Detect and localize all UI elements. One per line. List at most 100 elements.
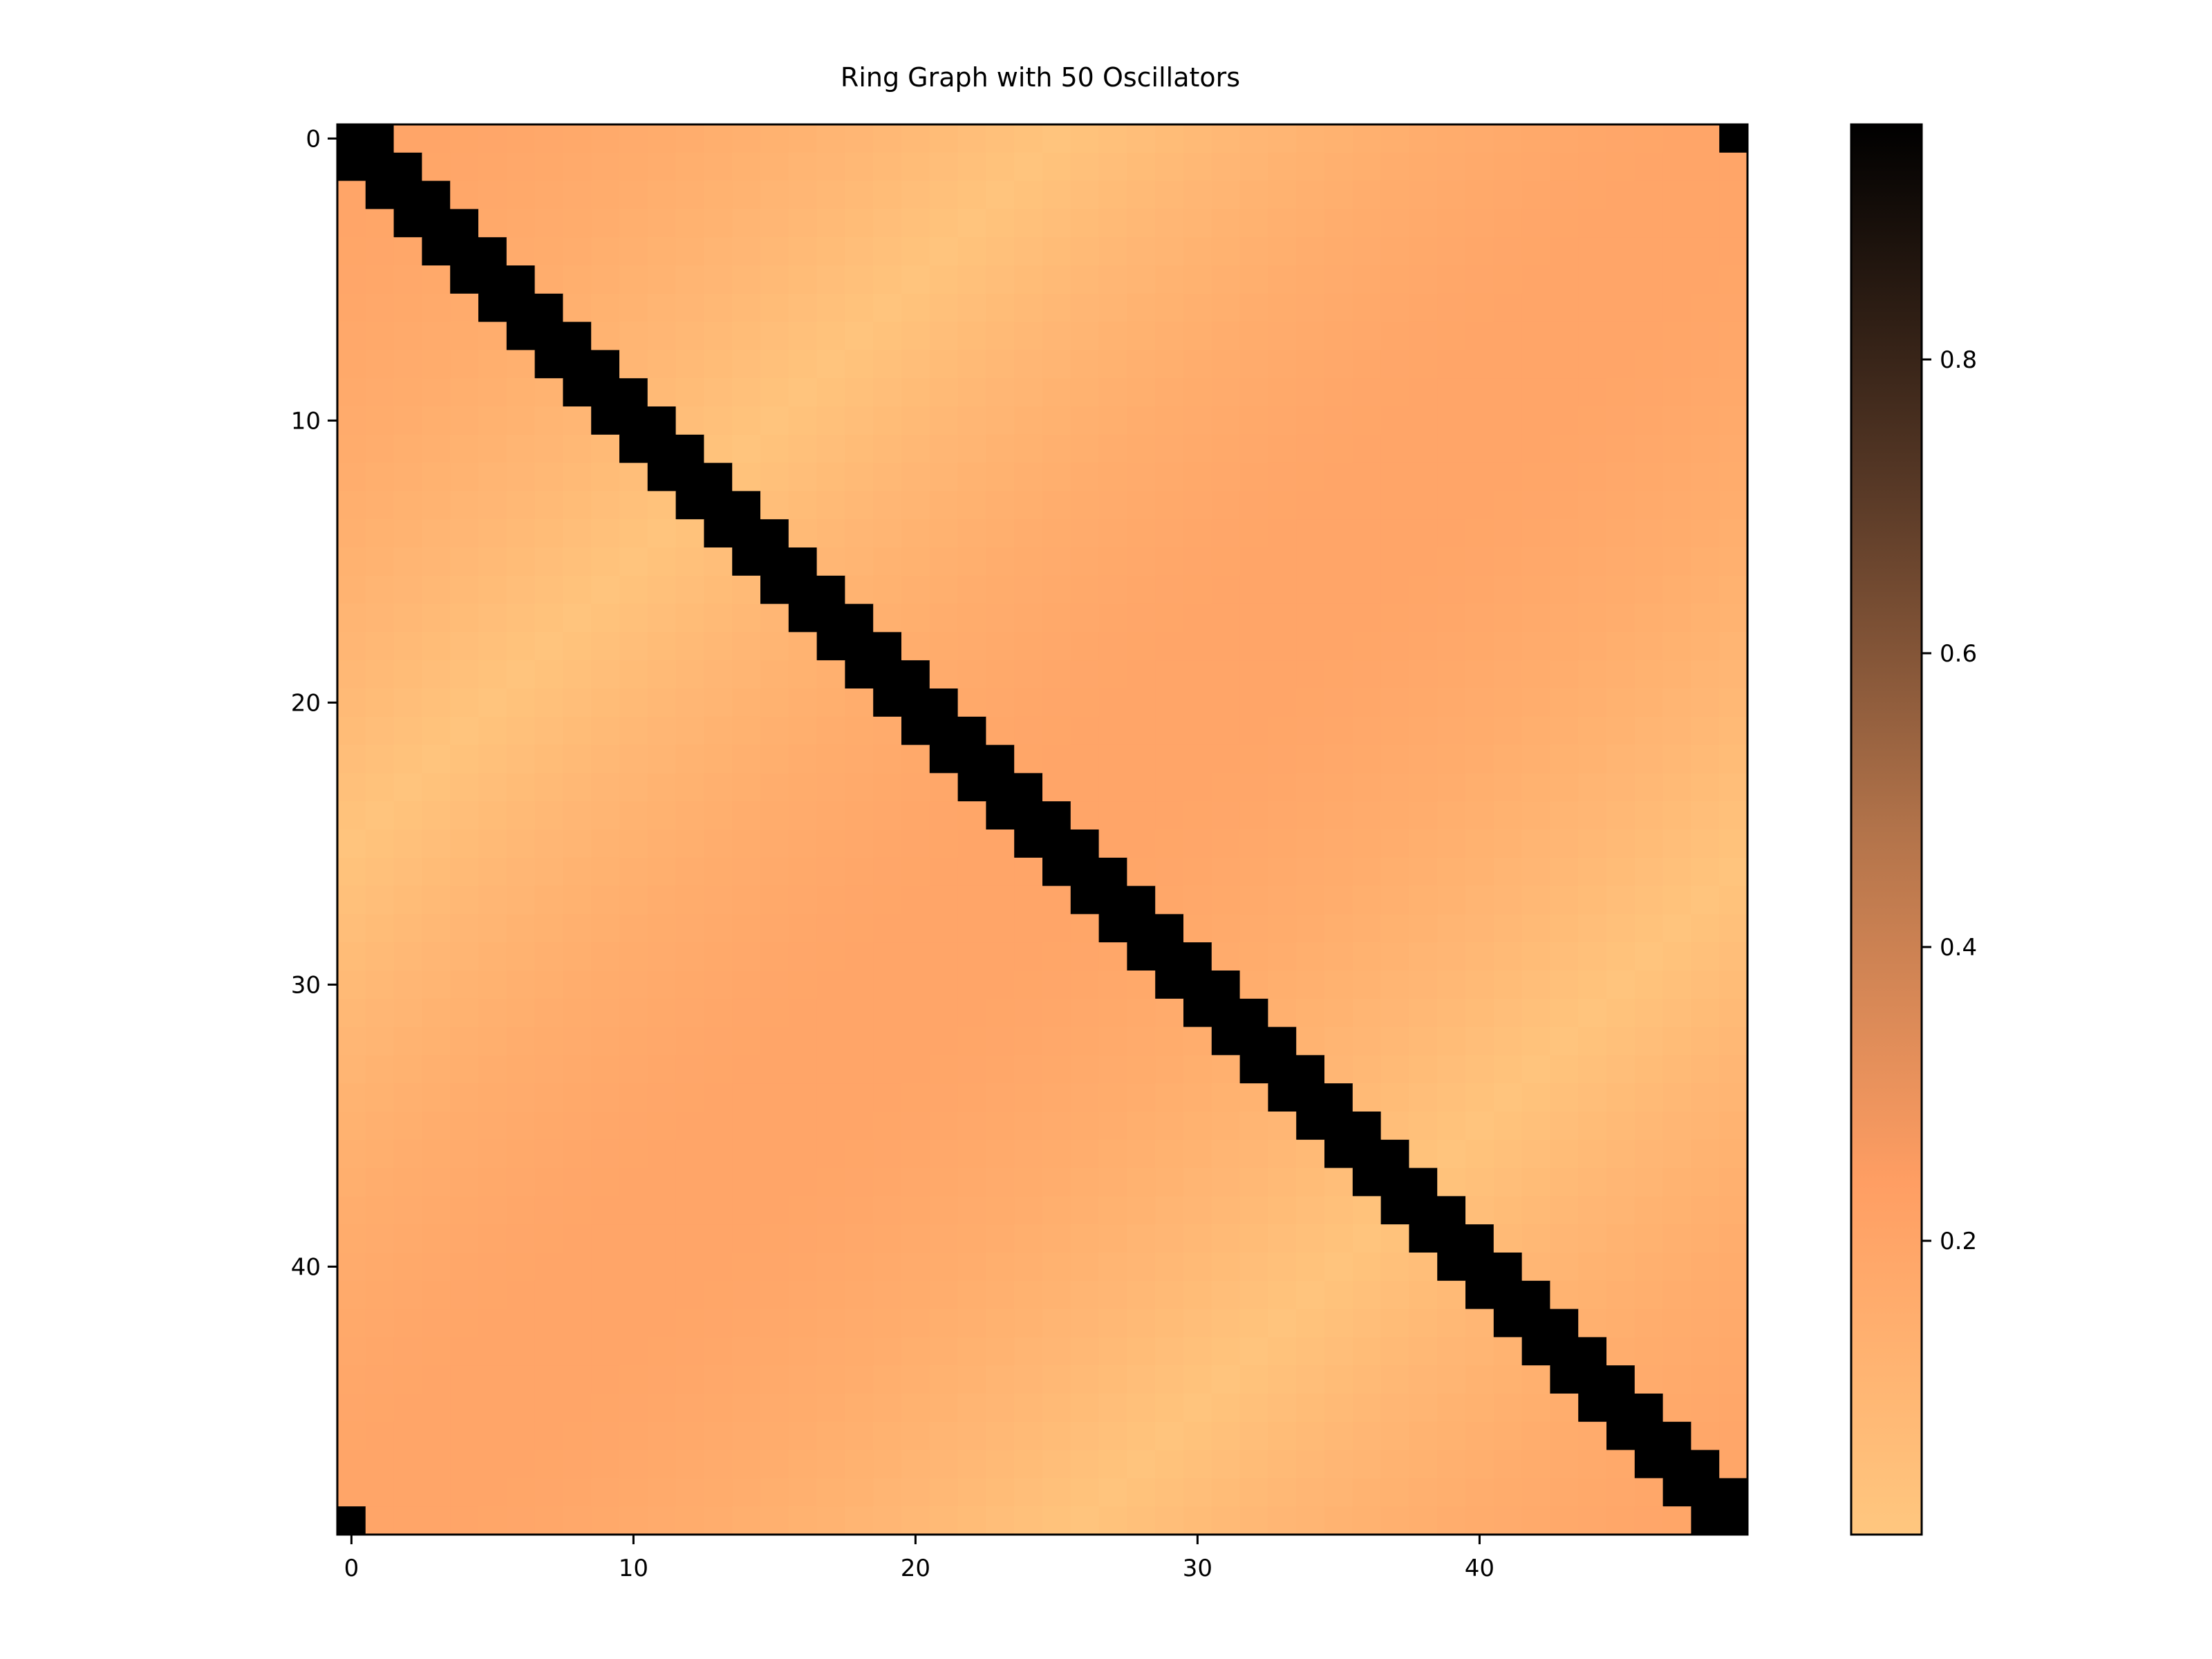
heatmap-cell (393, 1421, 422, 1451)
heatmap-cell (1211, 519, 1241, 548)
heatmap-cell (1606, 1280, 1635, 1310)
heatmap-cell (732, 857, 761, 887)
heatmap-cell (450, 1421, 479, 1451)
heatmap-cell (788, 1196, 818, 1225)
heatmap-cell (732, 152, 761, 182)
heatmap-cell (591, 1168, 620, 1197)
heatmap-cell (1437, 209, 1466, 238)
heatmap-cell (534, 914, 563, 943)
heatmap-cell (1606, 1112, 1635, 1141)
heatmap-cell (1662, 1280, 1691, 1310)
heatmap-cell (534, 830, 563, 859)
heatmap-cell (563, 434, 592, 464)
heatmap-cell (929, 914, 959, 943)
heatmap-cell (337, 801, 366, 830)
heatmap-cell (365, 914, 395, 943)
heatmap-cell (1155, 378, 1184, 407)
heatmap-cell (1211, 885, 1241, 915)
heatmap-cell (647, 350, 677, 379)
heatmap-cell (1070, 491, 1100, 520)
heatmap-cell (732, 971, 761, 1000)
heatmap-cell (563, 1139, 592, 1169)
heatmap-cell (478, 1421, 507, 1451)
heatmap-cell (1437, 547, 1466, 577)
heatmap-cell (1042, 434, 1071, 464)
heatmap-cell (1127, 547, 1156, 577)
heatmap-cell (1042, 914, 1071, 943)
heatmap-cell (1634, 660, 1664, 689)
heatmap-cell (986, 1309, 1015, 1338)
heatmap-cell (1239, 914, 1268, 943)
heatmap-cell (1268, 180, 1297, 209)
heatmap-cell (957, 1055, 986, 1084)
heatmap-cell (675, 519, 704, 548)
heatmap-cell (1098, 378, 1127, 407)
heatmap-cell (1465, 1055, 1494, 1084)
heatmap-cell (591, 688, 620, 718)
heatmap-cell (1296, 830, 1325, 859)
heatmap-cell (1719, 209, 1748, 238)
heatmap-cell (1324, 1450, 1353, 1479)
heatmap-cell (1634, 1139, 1664, 1169)
heatmap-cell (534, 547, 563, 577)
heatmap-cell (1634, 998, 1664, 1028)
heatmap-cell (365, 1112, 395, 1141)
heatmap-cell (1098, 152, 1127, 182)
heatmap-cell (1211, 406, 1241, 435)
heatmap-cell (422, 124, 451, 153)
heatmap-cell (1268, 1055, 1297, 1084)
heatmap-cell (1606, 998, 1635, 1028)
heatmap-cell (1127, 1280, 1156, 1310)
heatmap-cell (1324, 830, 1353, 859)
heatmap-cell (478, 830, 507, 859)
heatmap-cell (478, 1027, 507, 1056)
heatmap-cell (506, 124, 536, 153)
heatmap-cell (647, 265, 677, 294)
heatmap-cell (1493, 1506, 1523, 1535)
heatmap-cell (1352, 293, 1382, 323)
heatmap-cell (1662, 998, 1691, 1028)
heatmap-cell (788, 942, 818, 971)
heatmap-cell (760, 857, 789, 887)
heatmap-cell (788, 857, 818, 887)
heatmap-cell (1268, 1168, 1297, 1197)
heatmap-cell (1662, 406, 1691, 435)
heatmap-cell (1127, 293, 1156, 323)
heatmap-cell (422, 575, 451, 605)
heatmap-cell (1070, 1253, 1100, 1282)
heatmap-cell (1719, 406, 1748, 435)
heatmap-cell (1070, 660, 1100, 689)
heatmap-cell (1550, 632, 1579, 661)
heatmap-cell (1465, 914, 1494, 943)
heatmap-cell (1127, 1506, 1156, 1535)
heatmap-cell (1493, 830, 1523, 859)
heatmap-cell (1719, 547, 1748, 577)
heatmap-cell (760, 1365, 789, 1394)
heatmap-cell (1437, 1365, 1466, 1394)
heatmap-cell (1098, 1506, 1127, 1535)
heatmap-cell (647, 1196, 677, 1225)
heatmap-cell (1127, 180, 1156, 209)
heatmap-cell (1521, 716, 1550, 746)
heatmap-cell (1324, 1478, 1353, 1507)
heatmap-cell (506, 209, 536, 238)
heatmap-cell (732, 1394, 761, 1423)
heatmap-cell (1155, 1139, 1184, 1169)
heatmap-cell (788, 1421, 818, 1451)
heatmap-cell (534, 1478, 563, 1507)
heatmap-cell (1409, 1027, 1438, 1056)
heatmap-cell (1521, 1224, 1550, 1253)
heatmap-cell (1127, 152, 1156, 182)
heatmap-cell (816, 1055, 845, 1084)
heatmap-cell (1719, 1280, 1748, 1310)
heatmap-cell (647, 998, 677, 1028)
heatmap-cell (534, 1112, 563, 1141)
heatmap-cell (788, 152, 818, 182)
heatmap-cell (534, 1337, 563, 1366)
heatmap-cell (1465, 321, 1494, 350)
heatmap-cell (1014, 1365, 1043, 1394)
heatmap-cell (478, 716, 507, 746)
heatmap-cell (1098, 942, 1127, 971)
heatmap-cell (1380, 801, 1409, 830)
heatmap-cell (1634, 1506, 1664, 1535)
